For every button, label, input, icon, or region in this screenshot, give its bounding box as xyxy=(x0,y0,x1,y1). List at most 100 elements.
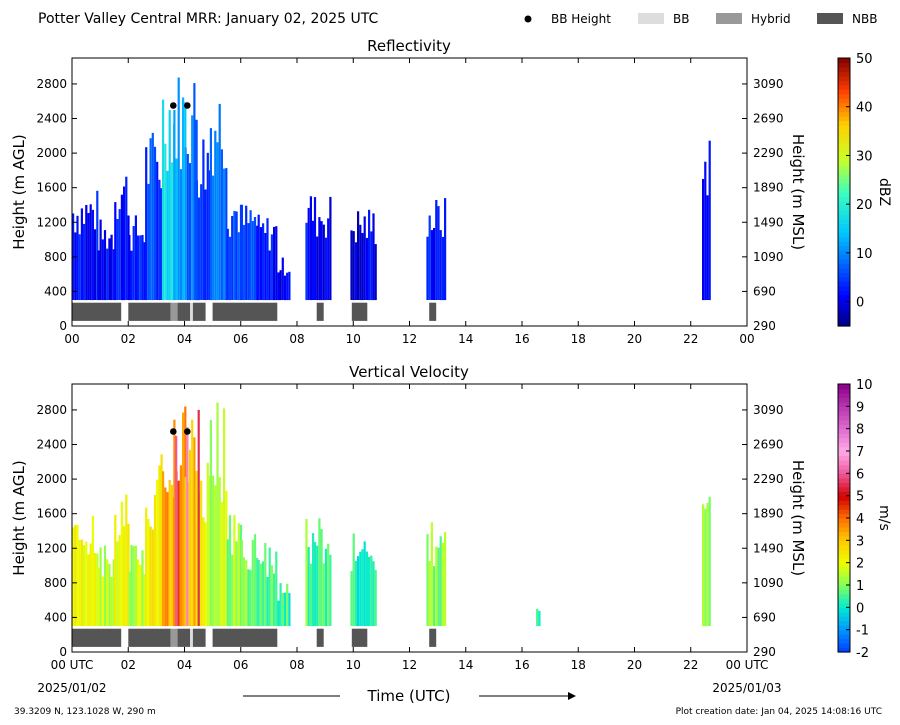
echo-strip-9 xyxy=(214,485,217,627)
echo-strip-11 xyxy=(242,557,246,627)
colorbar-segment xyxy=(838,482,850,488)
echo-strip-11 xyxy=(245,205,248,300)
echo-strip-4 xyxy=(151,132,154,301)
echo-strip-17 xyxy=(433,228,436,300)
echo-strip-12 xyxy=(257,214,260,301)
bb-type-segment-nbb xyxy=(429,628,437,647)
echo-strip-16 xyxy=(357,556,360,627)
colorbar-segment xyxy=(838,214,850,220)
colorbar-frame xyxy=(837,57,851,327)
echo-strip-13 xyxy=(286,272,289,301)
echo-strip-16 xyxy=(370,555,373,626)
echo-strip-17 xyxy=(426,534,429,627)
echo-strip-2 xyxy=(120,501,123,626)
y-tick-label: 1600 xyxy=(36,181,67,195)
echo-strip-16 xyxy=(361,549,364,626)
colorbar-segment xyxy=(838,174,850,180)
echo-strip-14 xyxy=(309,563,312,627)
echo-strip-9 xyxy=(220,502,223,627)
colorbar-segment xyxy=(838,611,850,617)
velocity-y2label: Height (m MSL) xyxy=(789,460,807,576)
echo-strip-4 xyxy=(145,147,148,301)
colorbar-segment xyxy=(838,183,850,189)
echo-strip-8 xyxy=(202,139,205,300)
echo-strip-7 xyxy=(186,154,189,301)
y2-tick-label: 1890 xyxy=(753,507,784,521)
y-tick-label: 1600 xyxy=(36,507,67,521)
echo-strip-16 xyxy=(359,224,362,301)
echo-strip-16 xyxy=(361,233,364,301)
colorbar-segment xyxy=(838,187,850,193)
echo-strip-0 xyxy=(85,541,88,627)
echo-strip-16 xyxy=(368,557,371,627)
echo-strip-11 xyxy=(249,569,252,627)
echo-strip-12 xyxy=(270,234,273,301)
colorbar-segment xyxy=(838,147,850,153)
bb-type-segment-nbb xyxy=(192,628,206,647)
y-tick-label: 1200 xyxy=(36,215,67,229)
echo-strip-4 xyxy=(156,479,159,627)
colorbar-segment xyxy=(838,544,850,550)
echo-strip-10 xyxy=(226,228,229,300)
echo-strip-9 xyxy=(209,420,212,626)
echo-strip-12 xyxy=(262,561,265,626)
y-tick-label: 400 xyxy=(44,284,67,298)
velocity-streak xyxy=(186,427,189,626)
echo-strip-12 xyxy=(262,223,265,301)
y-tick-label: 2400 xyxy=(36,112,67,126)
colorbar-segment xyxy=(838,178,850,184)
echo-strip-0 xyxy=(94,553,97,626)
velocity-streak xyxy=(175,435,178,627)
echo-strip-11 xyxy=(253,217,257,301)
echo-strip-10 xyxy=(228,236,232,301)
colorbar-segment xyxy=(838,522,850,528)
echo-strip-11 xyxy=(249,210,252,301)
colorbar-segment xyxy=(838,643,850,649)
colorbar-segment xyxy=(838,477,850,483)
x-tick-label: 00 UTC xyxy=(726,658,769,672)
echo-strip-1 xyxy=(106,248,109,301)
footer-location: 39.3209 N, 123.1028 W, 290 m xyxy=(14,707,156,717)
colorbar-segment xyxy=(838,535,850,541)
colorbar-segment xyxy=(838,245,850,251)
colorbar-segment xyxy=(838,133,850,139)
echo-strip-0 xyxy=(87,554,90,626)
echo-strip-3 xyxy=(134,215,137,301)
echo-strip-3 xyxy=(128,571,131,627)
colorbar-segment xyxy=(838,428,850,434)
echo-strip-1 xyxy=(97,567,100,626)
echo-strip-9 xyxy=(218,103,221,301)
echo-strip-14 xyxy=(305,519,308,626)
colorbar-tick-label: 9 xyxy=(856,400,864,415)
echo-strip-8 xyxy=(200,184,203,300)
echo-strip-11 xyxy=(247,569,250,627)
echo-strip-13 xyxy=(281,593,284,626)
echo-strip-17 xyxy=(433,566,436,627)
colorbar-segment xyxy=(838,553,850,559)
y-tick-label: 2000 xyxy=(36,472,67,486)
echo-strip-3 xyxy=(143,574,146,627)
echo-strip-5 xyxy=(164,487,167,627)
echo-strip-10 xyxy=(235,211,238,300)
x-tick-label: 02 xyxy=(121,332,136,346)
colorbar-tick-label: 0 xyxy=(856,296,864,311)
colorbar-segment xyxy=(838,66,850,72)
colorbar-segment xyxy=(838,71,850,77)
velocity-title: Vertical Velocity xyxy=(349,363,469,381)
echo-strip-9 xyxy=(212,175,215,301)
colorbar-segment xyxy=(838,285,850,291)
echo-strip-4 xyxy=(147,183,150,300)
colorbar-tick-label: -1 xyxy=(856,624,869,639)
y2-tick-label: 2690 xyxy=(753,438,784,452)
bb-type-segment-nbb xyxy=(212,628,278,647)
colorbar-segment xyxy=(838,410,850,416)
echo-strip-13 xyxy=(288,593,291,626)
echo-strip-11 xyxy=(240,540,243,626)
echo-strip-12 xyxy=(257,560,260,627)
echo-strip-2 xyxy=(123,186,126,301)
x-tick-label: 12 xyxy=(402,658,417,672)
y2-tick-label: 2290 xyxy=(753,146,784,160)
y2-tick-label: 3090 xyxy=(753,403,784,417)
echo-strip-3 xyxy=(141,235,144,301)
echo-strip-19 xyxy=(702,504,705,627)
